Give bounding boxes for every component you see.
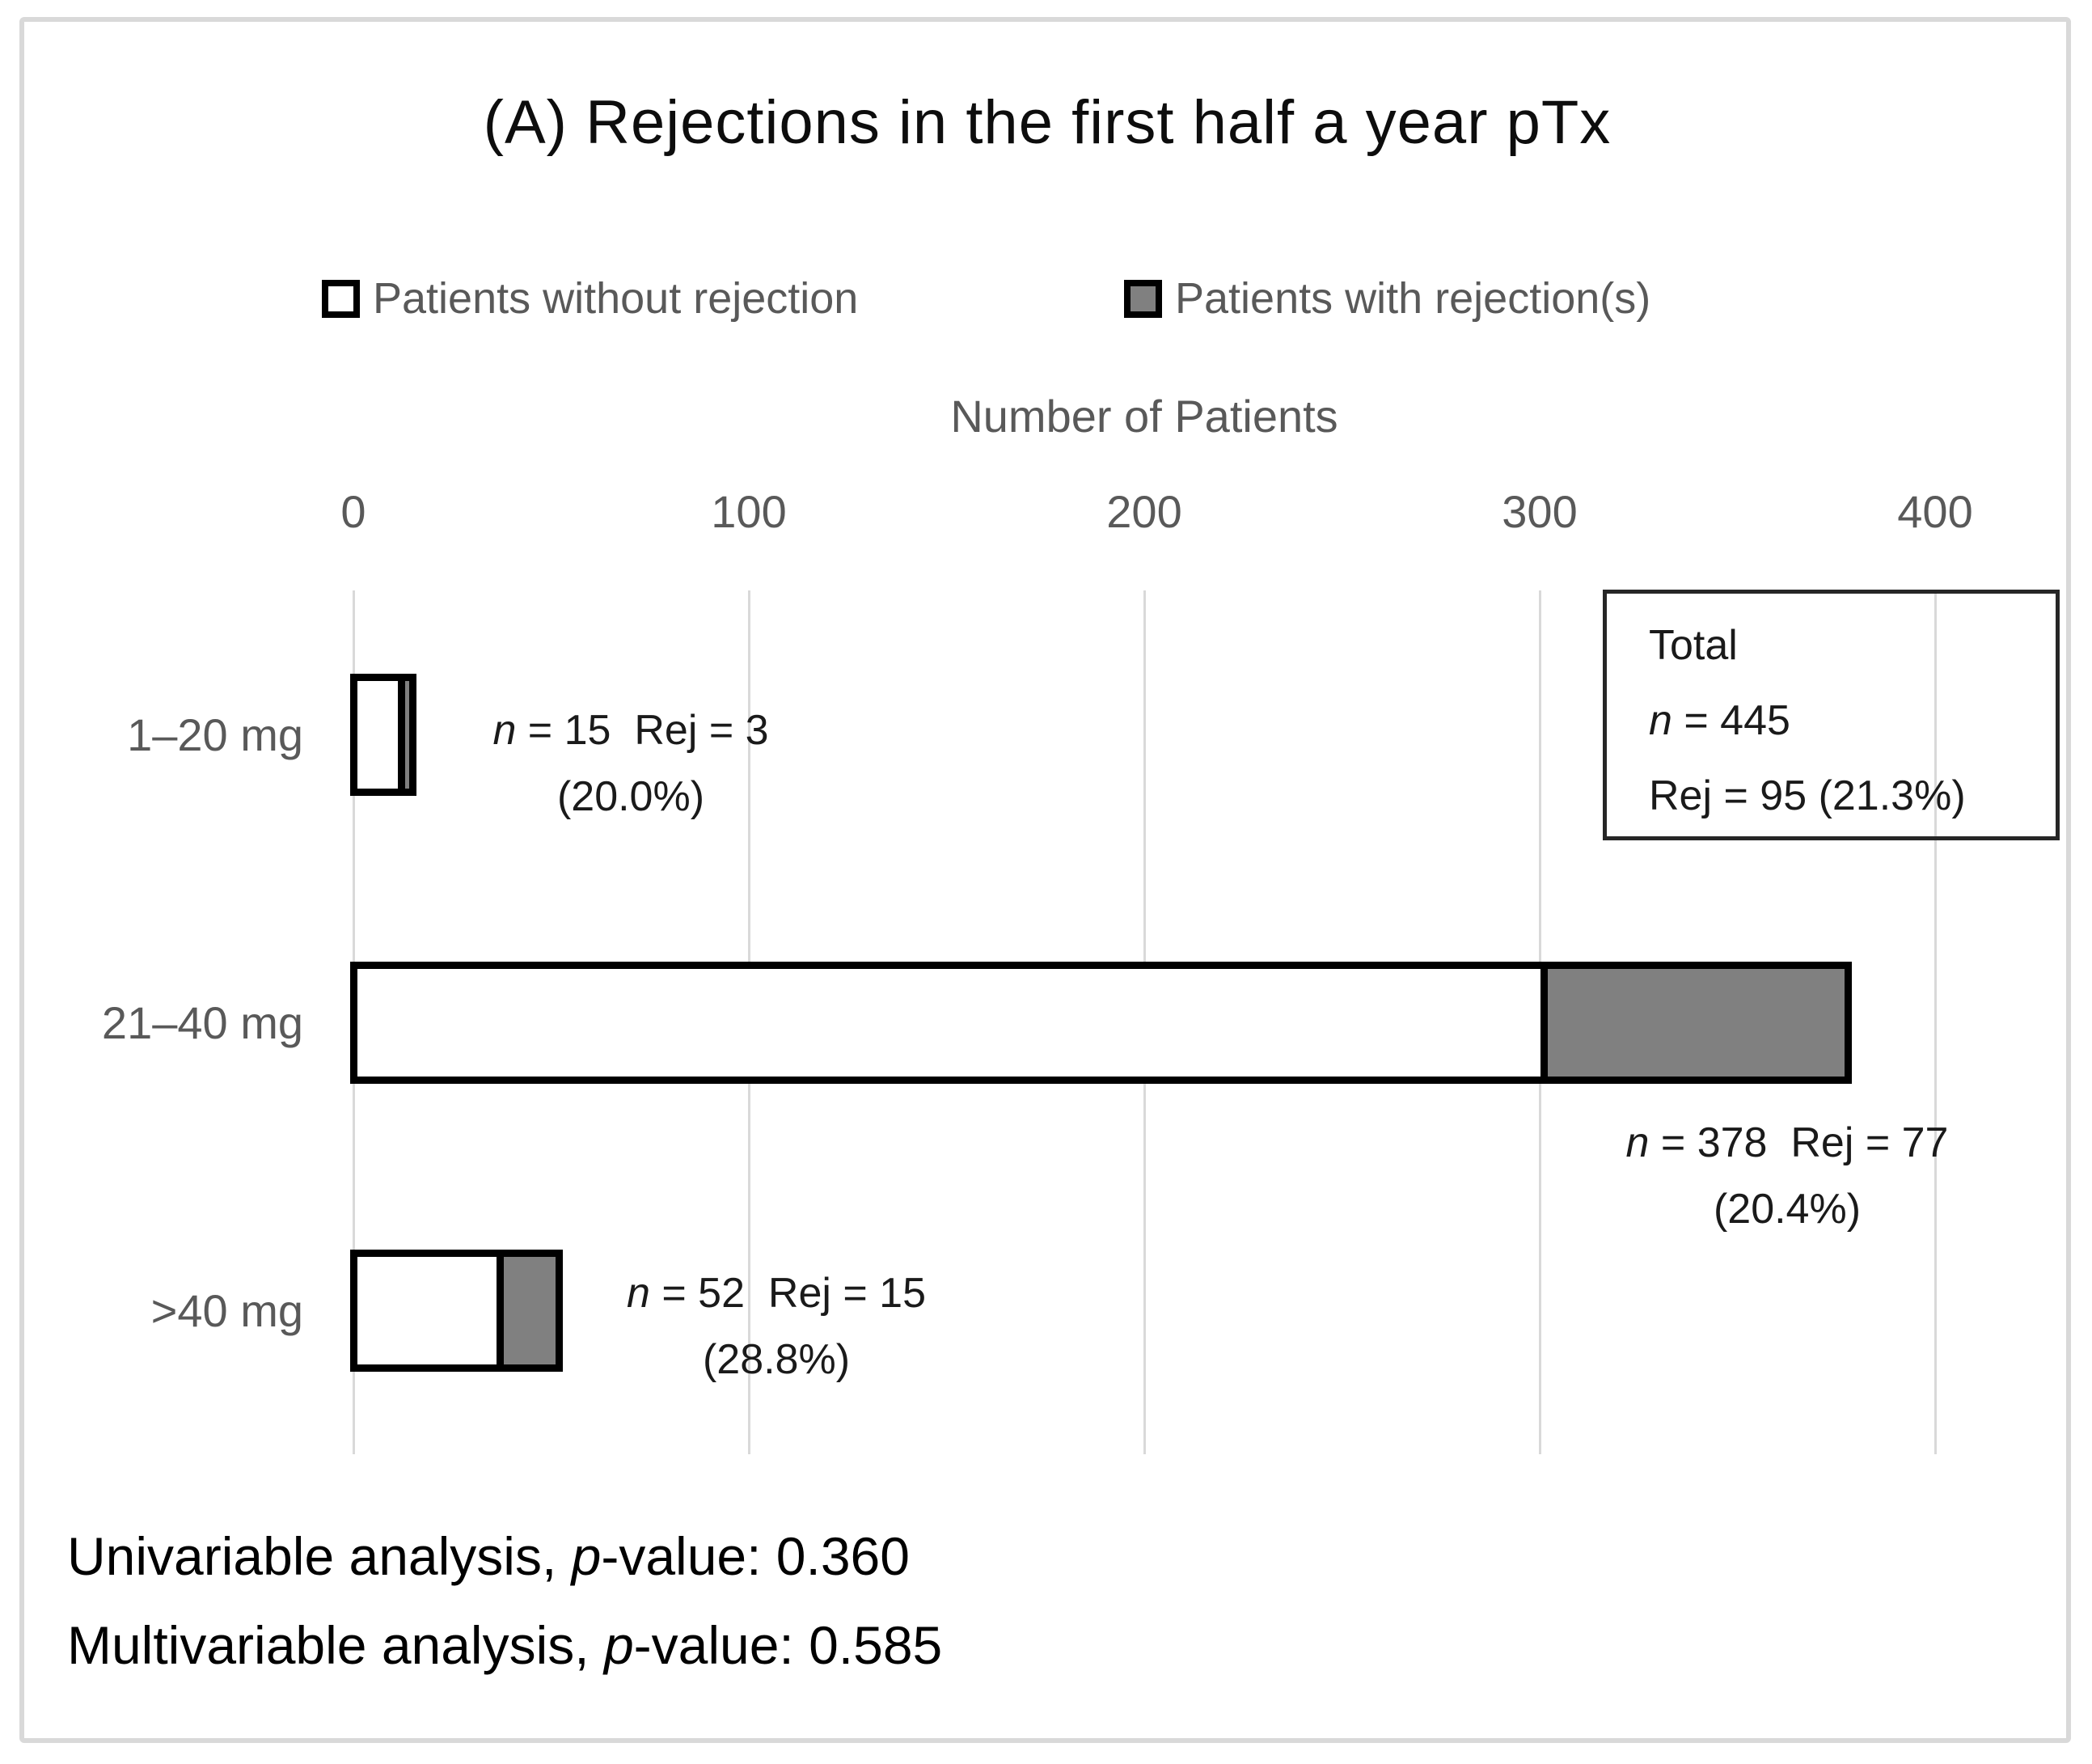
category-label-3: >40 mg <box>150 1285 303 1336</box>
footnote-multivariable-prefix: Multivariable analysis, <box>67 1615 604 1675</box>
footnote-multivariable-p: p <box>603 1615 634 1675</box>
legend-swatch-white-icon <box>322 279 360 318</box>
legend-label-without-rejection: Patients without rejection <box>373 274 859 323</box>
x-tick-100: 100 <box>711 486 787 537</box>
bar-without-rejection-1 <box>350 674 405 796</box>
total-box-rej: Rej = 95 (21.3%) <box>1649 772 1966 819</box>
x-tick-200: 200 <box>1106 486 1182 537</box>
legend-item-with-rejection: Patients with rejection(s) <box>1124 273 1650 324</box>
bar-with-rejection-2 <box>1540 962 1853 1084</box>
bar-annotation-2: n = 378 Rej = 77 (20.4%) <box>1625 1119 1949 1233</box>
x-axis-title: Number of Patients <box>950 391 1338 442</box>
category-label-1: 1–20 mg <box>127 709 303 760</box>
bar-without-rejection-3 <box>350 1250 504 1372</box>
legend-label-with-rejection: Patients with rejection(s) <box>1175 274 1651 323</box>
total-box-title: Total <box>1649 622 1738 669</box>
footnote-multivariable-suffix: -value: 0.585 <box>633 1615 943 1675</box>
footnote-univariable-prefix: Univariable analysis, <box>67 1526 572 1586</box>
footnote-univariable-suffix: -value: 0.360 <box>601 1526 910 1586</box>
footnote-univariable: Univariable analysis, p-value: 0.360 <box>67 1525 910 1587</box>
x-tick-300: 300 <box>1502 486 1578 537</box>
footnote-multivariable: Multivariable analysis, p-value: 0.585 <box>67 1614 942 1676</box>
total-n-italic: n <box>1649 697 1672 744</box>
bar-with-rejection-3 <box>496 1250 564 1372</box>
gridline-400 <box>1934 590 1937 1454</box>
figure-border <box>19 17 2071 1743</box>
legend-swatch-gray-icon <box>1124 279 1162 318</box>
total-box: Total n = 445 Rej = 95 (21.3%) <box>1603 590 2060 840</box>
total-n-value: = 445 <box>1671 697 1790 744</box>
category-label-2: 21–40 mg <box>101 997 303 1048</box>
legend-item-without-rejection: Patients without rejection <box>322 273 858 324</box>
x-tick-0: 0 <box>340 486 366 537</box>
bar-annotation-3: n = 52 Rej = 15 (28.8%) <box>626 1270 927 1383</box>
total-box-n: n = 445 <box>1649 683 2056 759</box>
bar-with-rejection-1 <box>397 674 417 796</box>
chart-title: (A) Rejections in the first half a year … <box>483 88 1612 157</box>
x-tick-400: 400 <box>1897 486 1973 537</box>
bar-without-rejection-2 <box>350 962 1548 1084</box>
footnote-univariable-p: p <box>571 1526 602 1586</box>
bar-annotation-1: n = 15 Rej = 3 (20.0%) <box>492 707 769 820</box>
